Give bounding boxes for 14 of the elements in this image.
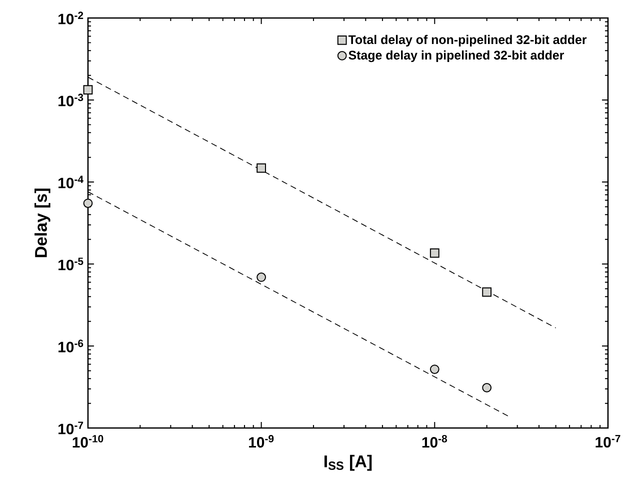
- x-tick-label: 10$^{-10}$: [72, 434, 104, 448]
- y-tick-label: 10$^{-2}$: [58, 12, 84, 24]
- x-axis-title: I$_{SS}$ [A]: [324, 454, 372, 471]
- x-tick-label: 10$^{-9}$: [249, 434, 274, 448]
- y-tick-label: 10$^{-7}$: [58, 422, 84, 434]
- y-axis-title: Delay [s]: [34, 188, 50, 258]
- y-tick-label: 10$^{-4}$: [58, 176, 84, 188]
- y-tick-label: 10$^{-3}$: [58, 94, 84, 106]
- legend-label: Stage delay in pipelined 32-bit adder: [348, 50, 564, 62]
- x-tick-label: 10$^{-8}$: [422, 434, 448, 448]
- legend-label: Total delay of non-pipelined 32-bit adder: [348, 34, 587, 47]
- y-tick-label: 10$^{-5}$: [58, 258, 84, 270]
- x-tick-label: 10$^{-7}$: [596, 434, 620, 448]
- y-tick-label: 10$^{-6}$: [58, 340, 84, 352]
